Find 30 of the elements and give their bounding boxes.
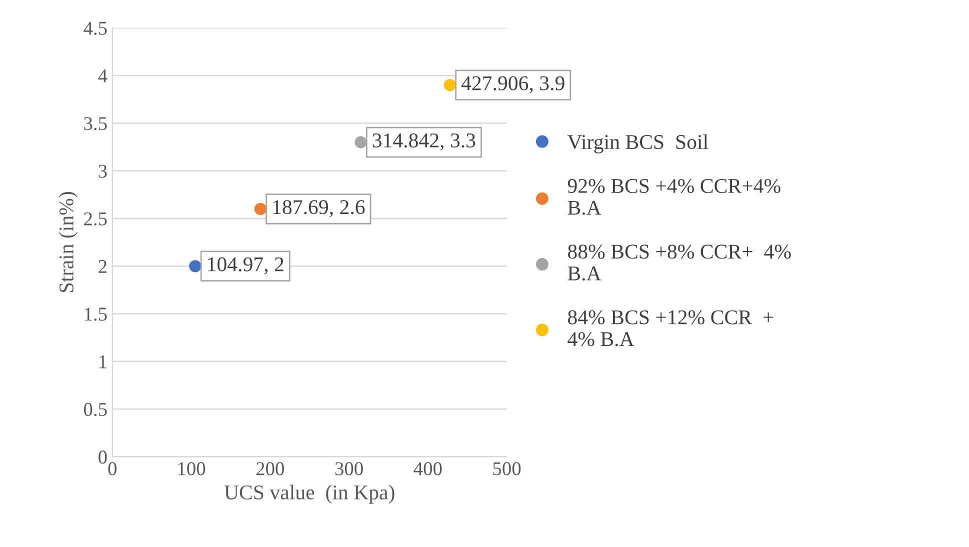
legend-label: Virgin BCS Soil (567, 134, 708, 154)
point (254, 202, 267, 216)
x-tick-label: 300 (335, 462, 363, 476)
y-tick-label: 4.5 (84, 22, 107, 35)
x-tick-label: 200 (256, 462, 284, 476)
y-tick-label: 1.5 (84, 308, 107, 321)
y-tick-label: 2.5 (84, 212, 107, 226)
point (189, 260, 202, 272)
legend-label: 88% BCS +8% CCR+ 4% B.A (568, 244, 791, 281)
y-tick-label: 0 (98, 450, 107, 464)
y-tick-label: 3.5 (84, 117, 107, 130)
y-tick-label: 1 (100, 355, 106, 368)
data-label: 187.69, 2.6 (273, 200, 365, 218)
x-tick-label: 500 (493, 462, 521, 476)
y-tick-label: 4 (98, 69, 108, 82)
y-tick-label: 0.5 (84, 402, 107, 416)
point (444, 79, 456, 92)
x-tick-label: 400 (414, 462, 442, 476)
legend-label: 92% BCS +4% CCR+4% B.A (568, 178, 780, 215)
legend-label: 84% BCS +12% CCR + 4% B.A (568, 310, 774, 346)
point (354, 136, 367, 148)
x-axis-title: UCS value (in Kpa) (224, 484, 394, 504)
x-tick-label: 0 (108, 462, 117, 476)
y-axis-title: Strain (in%) (58, 192, 78, 292)
data-label: 314.842, 3.3 (372, 133, 476, 150)
x-tick-label: 100 (178, 462, 206, 476)
y-tick-label: 3 (98, 164, 107, 178)
data-label: 427.906, 3.9 (461, 76, 564, 94)
data-label: 104.97, 2 (208, 257, 284, 274)
y-tick-label: 2 (98, 260, 106, 273)
